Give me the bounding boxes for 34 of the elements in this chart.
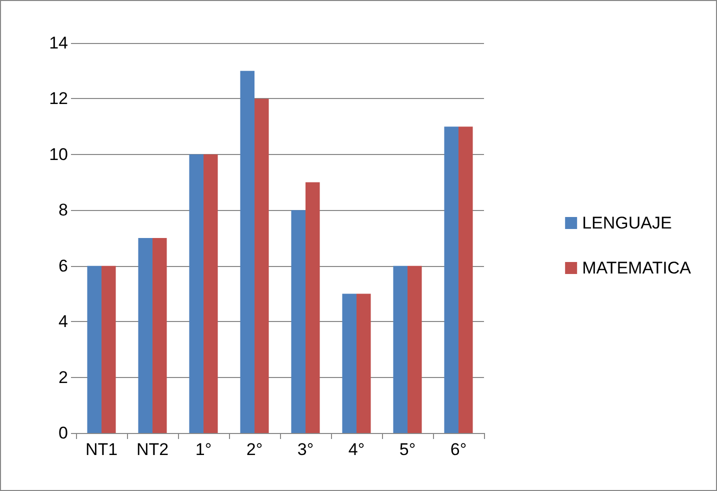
y-tick-label: 0 [58, 424, 68, 442]
x-tick-label: 3° [297, 440, 314, 459]
x-tick-label: 6° [450, 440, 467, 459]
legend-label: LENGUAJE [582, 214, 672, 232]
x-tick-label: 5° [399, 440, 416, 459]
y-tick-label: 10 [49, 144, 68, 164]
bar [444, 126, 458, 433]
bar [254, 98, 269, 433]
y-tick-label: 6 [58, 256, 68, 276]
bar [393, 266, 408, 433]
bar [458, 126, 473, 433]
x-tick-label: NT1 [85, 440, 118, 459]
y-tick-label: 4 [58, 312, 68, 332]
bar [189, 154, 204, 433]
y-tick-label: 8 [58, 200, 68, 220]
bar [342, 294, 356, 433]
bar [87, 266, 102, 433]
y-tick-label: 12 [49, 89, 68, 108]
bar [306, 182, 320, 433]
bar [291, 210, 306, 433]
bar [204, 154, 218, 433]
x-tick-label: 1° [195, 440, 212, 459]
y-tick-label: 14 [49, 34, 68, 52]
bar [138, 238, 152, 433]
bar [408, 266, 422, 433]
bar [356, 294, 371, 433]
legend-label: MATEMATICA [582, 258, 692, 278]
bar [152, 238, 167, 433]
x-tick-label: 2° [246, 440, 263, 459]
bar [240, 70, 254, 433]
x-tick-label: 4° [348, 440, 365, 459]
x-tick-label: NT2 [136, 440, 169, 459]
y-tick-label: 2 [58, 368, 68, 387]
bar [102, 266, 116, 433]
